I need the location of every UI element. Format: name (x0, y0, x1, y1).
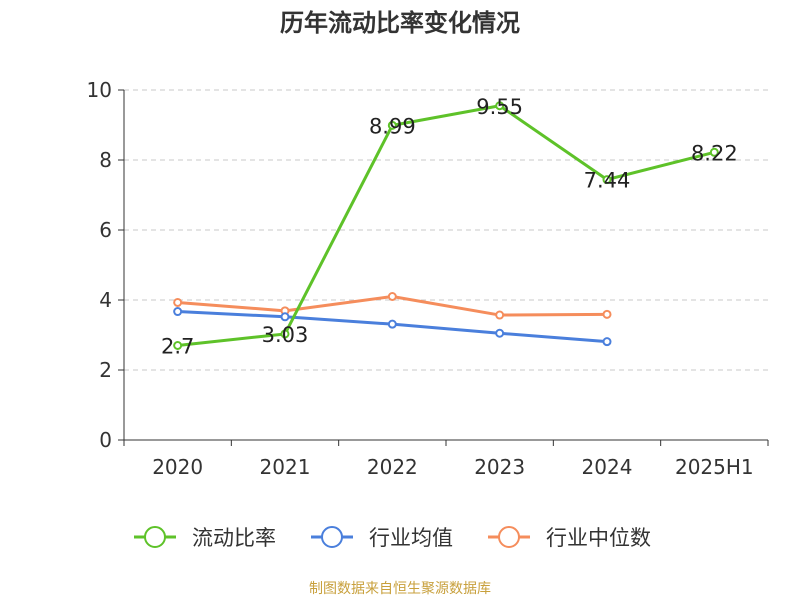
data-label: 3.03 (262, 323, 309, 347)
legend-label: 流动比率 (192, 526, 276, 550)
x-tick-label: 2024 (582, 455, 633, 479)
data-point[interactable] (387, 292, 397, 301)
source-note: 制图数据来自恒生聚源数据库 (309, 581, 491, 597)
data-point[interactable] (495, 101, 505, 111)
x-tick-label: 2025H1 (675, 455, 754, 479)
legend-item-0[interactable]: 流动比率 (134, 526, 276, 550)
x-tick-label: 2020 (152, 455, 203, 479)
data-label: 7.44 (584, 169, 631, 193)
legend-label: 行业中位数 (546, 526, 651, 550)
legend-item-1[interactable]: 行业均值 (311, 526, 453, 550)
data-point[interactable] (173, 297, 183, 307)
axes: 0 2 4 6 8 10 2020 2021 2022 2023 2024 2025H1 (87, 78, 769, 479)
y-tick-label: 10 (87, 78, 112, 102)
legend-marker-icon (144, 526, 166, 548)
legend-label: 行业均值 (369, 526, 453, 550)
y-tick-label: 2 (99, 358, 112, 382)
data-point[interactable] (173, 341, 183, 350)
data-label: 8.99 (369, 114, 416, 138)
legend-marker-icon (498, 526, 520, 548)
legend-item-2[interactable]: 行业中位数 (488, 526, 651, 550)
series-line-0 (177, 104, 715, 347)
y-tick-label: 8 (99, 148, 112, 172)
legend[interactable]: 流动比率 行业均值 行业中位数 (134, 526, 651, 550)
data-point[interactable] (709, 147, 719, 157)
y-tick-label: 4 (99, 288, 112, 312)
data-label: 2.7 (161, 335, 194, 359)
data-point[interactable] (602, 337, 612, 347)
data-point[interactable] (173, 307, 183, 317)
data-point[interactable] (495, 310, 505, 320)
data-point[interactable] (280, 329, 290, 339)
data-point[interactable] (280, 312, 290, 322)
data-point[interactable] (495, 328, 505, 338)
data-point[interactable] (387, 319, 397, 329)
data-label: 9.55 (476, 95, 523, 119)
data-point[interactable] (387, 120, 397, 130)
x-tick-label: 2022 (367, 455, 418, 479)
y-tick-label: 0 (99, 428, 112, 452)
chart-title: 历年流动比率变化情况 (280, 9, 520, 37)
data-label: 8.22 (691, 141, 738, 165)
x-tick-label: 2023 (474, 455, 525, 479)
data-labels: 2.7 3.03 8.99 9.55 7.44 8.22 (161, 95, 738, 359)
data-point[interactable] (602, 175, 612, 185)
x-tick-label: 2021 (260, 455, 311, 479)
series-lines (173, 101, 719, 350)
data-point[interactable] (602, 309, 612, 319)
y-tick-label: 6 (99, 218, 112, 242)
legend-marker-icon (321, 526, 343, 548)
